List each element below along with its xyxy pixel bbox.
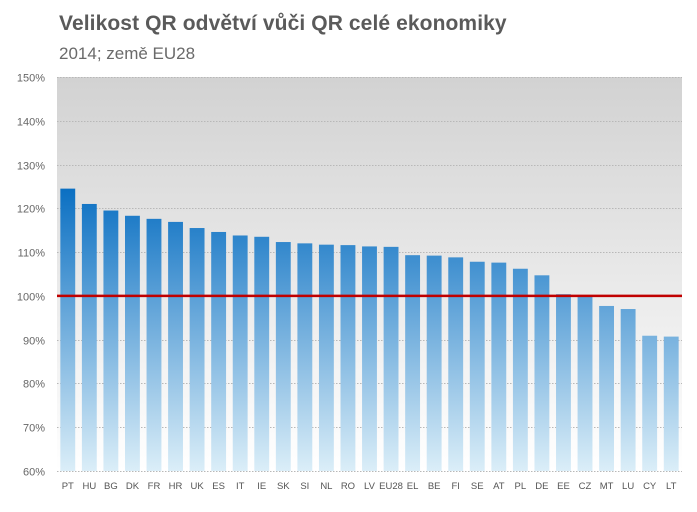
x-category-label: DE — [535, 481, 548, 492]
x-category-label: LU — [622, 481, 634, 492]
bars — [60, 188, 679, 471]
y-tick-label: 150% — [17, 73, 45, 85]
y-tick-label: 80% — [23, 379, 45, 391]
y-tick-label: 90% — [23, 336, 45, 348]
x-category-label: LV — [364, 481, 376, 492]
x-category-label: SK — [277, 481, 290, 492]
bar-si — [297, 243, 313, 471]
bar-dk — [125, 215, 140, 471]
bar-at — [491, 262, 507, 471]
bar-lu — [620, 309, 636, 471]
x-category-label: ES — [212, 481, 225, 492]
x-category-label: NL — [320, 481, 332, 492]
bar-hu — [81, 203, 97, 471]
x-category-label: LT — [666, 481, 677, 492]
x-category-label: PL — [515, 481, 527, 492]
x-category-label: DK — [126, 481, 140, 492]
bar-es — [211, 231, 227, 471]
bar-it — [232, 235, 248, 471]
bar-fi — [448, 257, 464, 471]
bar-ro — [340, 245, 356, 471]
x-category-label: HU — [82, 481, 96, 492]
x-category-label: HR — [169, 481, 183, 492]
bar-lt — [663, 336, 679, 471]
x-category-label: EU28 — [379, 481, 403, 492]
x-category-label: UK — [190, 481, 204, 492]
x-category-label: RO — [341, 481, 355, 492]
x-category-label: SI — [300, 481, 309, 492]
y-tick-label: 110% — [18, 248, 46, 260]
x-category-label: IE — [257, 481, 266, 492]
x-category-label: BE — [428, 481, 441, 492]
bar-cz — [577, 296, 593, 471]
x-axis-categories: PT HU BG DK FR HR UK ES IT IE SK SI NL RO LV EU28 EL BE FI… — [62, 481, 677, 492]
chart-title: Velikost QR odvětví vůči QR celé ekonomi… — [59, 12, 507, 35]
bar-be — [426, 255, 442, 471]
bar-pl — [512, 268, 528, 471]
bar-bg — [103, 210, 119, 471]
x-category-label: CY — [643, 481, 657, 492]
bar-de — [534, 275, 550, 471]
bar-nl — [318, 244, 334, 471]
bar-sk — [275, 242, 291, 471]
bar-se — [469, 261, 485, 471]
y-tick-label: 70% — [23, 423, 45, 435]
bar-ee — [556, 294, 571, 471]
bar-ie — [254, 236, 270, 471]
bar-lv — [362, 246, 377, 471]
x-category-label: MT — [600, 481, 614, 492]
x-category-label: IT — [236, 481, 245, 492]
x-category-label: AT — [493, 481, 505, 492]
bar-pt — [60, 188, 76, 471]
y-tick-label: 140% — [17, 117, 45, 129]
bar-mt — [599, 305, 614, 471]
y-axis-ticks: 60% 70% 80% 90% 100% 110% 120% 130% 140% 150% — [17, 73, 45, 479]
y-tick-label: 100% — [17, 292, 45, 304]
y-tick-label: 60% — [23, 467, 45, 479]
x-category-label: EL — [407, 481, 419, 492]
y-tick-label: 120% — [17, 204, 45, 216]
bar-hr — [168, 221, 183, 471]
bar-cy — [642, 335, 658, 471]
x-category-label: PT — [62, 481, 74, 492]
bar-el — [405, 255, 421, 471]
x-category-label: FI — [451, 481, 459, 492]
chart-subtitle: 2014; země EU28 — [59, 44, 196, 63]
x-category-label: BG — [104, 481, 118, 492]
bar-eu28 — [383, 246, 399, 471]
x-category-label: SE — [471, 481, 484, 492]
x-category-label: EE — [557, 481, 570, 492]
bar-fr — [146, 218, 162, 471]
y-tick-label: 130% — [17, 161, 45, 173]
x-category-label: CZ — [579, 481, 592, 492]
x-category-label: FR — [148, 481, 161, 492]
bar-uk — [189, 228, 205, 471]
